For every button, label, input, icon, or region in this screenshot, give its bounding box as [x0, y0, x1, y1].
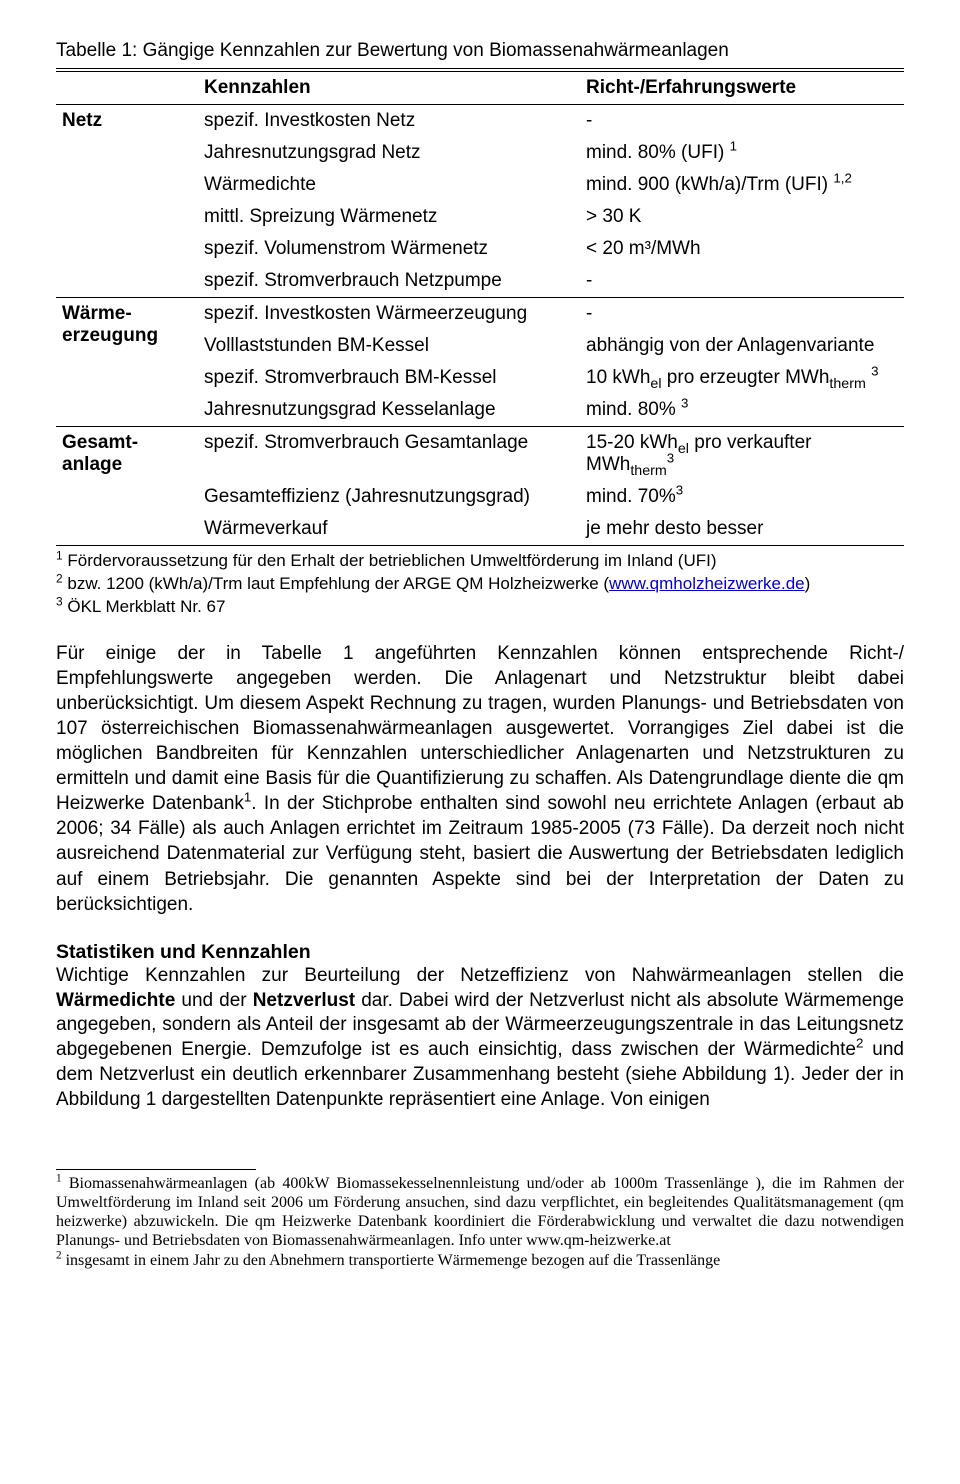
footnote-3: 3 ÖKL Merkblatt Nr. 67 — [56, 596, 904, 619]
th-kennzahlen: Kennzahlen — [198, 72, 580, 105]
value-cell: - — [580, 105, 904, 138]
value-cell: > 30 K — [580, 201, 904, 233]
kennzahlen-table: Kennzahlen Richt-/Erfahrungswerte Netzsp… — [56, 68, 904, 546]
value-cell: mind. 70%3 — [580, 481, 904, 513]
page-footnote-1: 1 Biomassenahwärmeanlagen (ab 400kW Biom… — [56, 1174, 904, 1251]
section-title: Statistiken und Kennzahlen — [56, 941, 904, 964]
value-cell: mind. 80% (UFI) 1 — [580, 137, 904, 169]
table-row: Gesamt-anlagespezif. Stromverbrauch Gesa… — [56, 427, 904, 482]
kennzahl-cell: Gesamteffizienz (Jahresnutzungsgrad) — [198, 481, 580, 513]
page-footnote-2: 2 insgesamt in einem Jahr zu den Abnehme… — [56, 1251, 904, 1270]
value-cell: - — [580, 265, 904, 298]
paragraph-1: Für einige der in Tabelle 1 angeführten … — [56, 641, 904, 917]
value-cell: abhängig von der Anlagenvariante — [580, 330, 904, 362]
kennzahl-cell: Volllaststunden BM-Kessel — [198, 330, 580, 362]
value-cell: 15-20 kWhel pro verkaufter MWhtherm3 — [580, 427, 904, 482]
kennzahl-cell: spezif. Investkosten Netz — [198, 105, 580, 138]
kennzahl-cell: spezif. Stromverbrauch Netzpumpe — [198, 265, 580, 298]
table-row: Wärme-erzeugungspezif. Investkosten Wärm… — [56, 298, 904, 331]
group-cell: Netz — [56, 105, 198, 298]
footnote-divider — [56, 1169, 256, 1170]
page-footnotes: 1 Biomassenahwärmeanlagen (ab 400kW Biom… — [56, 1174, 904, 1270]
value-cell: - — [580, 298, 904, 331]
document-page: Tabelle 1: Gängige Kennzahlen zur Bewert… — [0, 0, 960, 1310]
value-cell: mind. 900 (kWh/a)/Trm (UFI) 1,2 — [580, 169, 904, 201]
value-cell: 10 kWhel pro erzeugter MWhtherm 3 — [580, 362, 904, 394]
kennzahl-cell: mittl. Spreizung Wärmenetz — [198, 201, 580, 233]
kennzahl-cell: Jahresnutzungsgrad Netz — [198, 137, 580, 169]
th-richtwerte: Richt-/Erfahrungswerte — [580, 72, 904, 105]
paragraph-2: Wichtige Kennzahlen zur Beurteilung der … — [56, 964, 904, 1113]
footnote-1: 1 Fördervoraussetzung für den Erhalt der… — [56, 550, 904, 573]
th-group — [56, 72, 198, 105]
kennzahl-cell: spezif. Investkosten Wärmeerzeugung — [198, 298, 580, 331]
value-cell: je mehr desto besser — [580, 513, 904, 546]
table-header: Kennzahlen Richt-/Erfahrungswerte — [56, 72, 904, 105]
table-row: Netzspezif. Investkosten Netz- — [56, 105, 904, 138]
kennzahl-cell: spezif. Volumenstrom Wärmenetz — [198, 233, 580, 265]
group-cell: Wärme-erzeugung — [56, 298, 198, 427]
value-cell: mind. 80% 3 — [580, 394, 904, 427]
footnote-2: 2 bzw. 1200 (kWh/a)/Trm laut Empfehlung … — [56, 573, 904, 596]
kennzahl-cell: Wärmedichte — [198, 169, 580, 201]
table-caption: Tabelle 1: Gängige Kennzahlen zur Bewert… — [56, 40, 904, 62]
kennzahl-cell: spezif. Stromverbrauch Gesamtanlage — [198, 427, 580, 482]
kennzahl-cell: Jahresnutzungsgrad Kesselanlage — [198, 394, 580, 427]
kennzahl-cell: Wärmeverkauf — [198, 513, 580, 546]
group-cell: Gesamt-anlage — [56, 427, 198, 546]
value-cell: < 20 m³/MWh — [580, 233, 904, 265]
table-footnotes: 1 Fördervoraussetzung für den Erhalt der… — [56, 550, 904, 619]
kennzahl-cell: spezif. Stromverbrauch BM-Kessel — [198, 362, 580, 394]
footnote-link[interactable]: www.qmholzheizwerke.de — [609, 574, 805, 593]
